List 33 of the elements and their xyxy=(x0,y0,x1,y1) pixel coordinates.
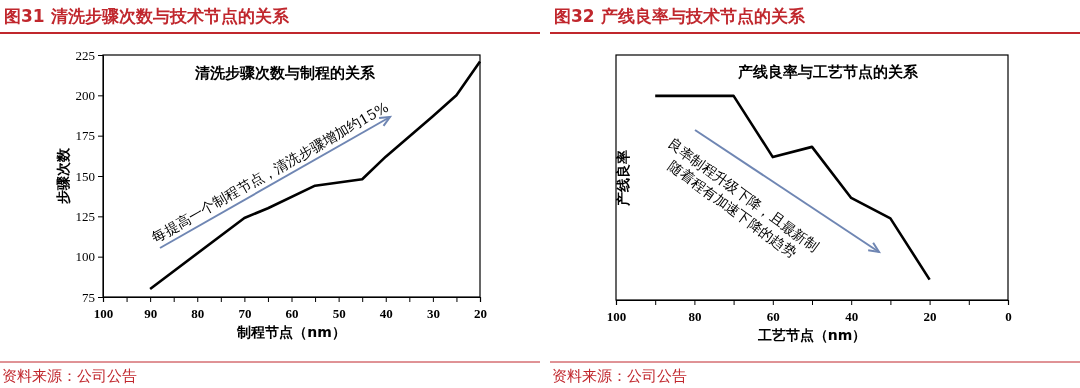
x-tick-label: 50 xyxy=(332,306,346,321)
x-tick-label: 20 xyxy=(923,309,937,324)
x-tick-label: 20 xyxy=(474,306,487,321)
y-tick-label: 100 xyxy=(75,249,95,265)
y-tick-label: 200 xyxy=(75,87,95,103)
x-tick-label: 90 xyxy=(144,306,158,321)
y-tick-label: 125 xyxy=(75,208,95,224)
x-tick-label: 60 xyxy=(766,309,780,324)
text: 清洗步骤次数与制程的关系 xyxy=(194,64,376,82)
y-tick-label: 75 xyxy=(82,289,95,305)
x-axis-title: 工艺节点（nm） xyxy=(756,327,867,343)
x-tick-label: 0 xyxy=(1005,309,1012,324)
y-axis-title: 步骤次数 xyxy=(55,147,71,205)
y-tick-label: 225 xyxy=(75,47,95,63)
x-tick-label: 40 xyxy=(845,309,859,324)
x-tick-label: 40 xyxy=(379,306,393,321)
text: 资料来源：公司公告 xyxy=(552,367,687,385)
x-tick-label: 100 xyxy=(606,309,627,324)
x-tick-label: 80 xyxy=(688,309,702,324)
chart-title: 图31 清洗步骤次数与技术节点的关系 xyxy=(4,6,290,26)
x-tick-label: 100 xyxy=(93,306,114,321)
x-axis-title: 制程节点（nm） xyxy=(236,324,346,340)
y-axis-title: 产线良率 xyxy=(615,149,631,207)
x-tick-label: 80 xyxy=(191,306,205,321)
x-tick-label: 30 xyxy=(426,306,440,321)
text: 资料来源：公司公告 xyxy=(2,367,137,385)
annotation: 每提高一个制程节点，清洗步骤增加约15% xyxy=(148,98,392,246)
x-tick-label: 60 xyxy=(285,306,299,321)
x-tick-label: 70 xyxy=(238,306,252,321)
y-tick-label: 150 xyxy=(75,168,95,184)
chart-subtitle: 产线良率与工艺节点的关系 xyxy=(737,63,919,81)
chart-title: 图32 产线良率与技术节点的关系 xyxy=(554,6,806,26)
y-tick-label: 175 xyxy=(75,128,95,144)
